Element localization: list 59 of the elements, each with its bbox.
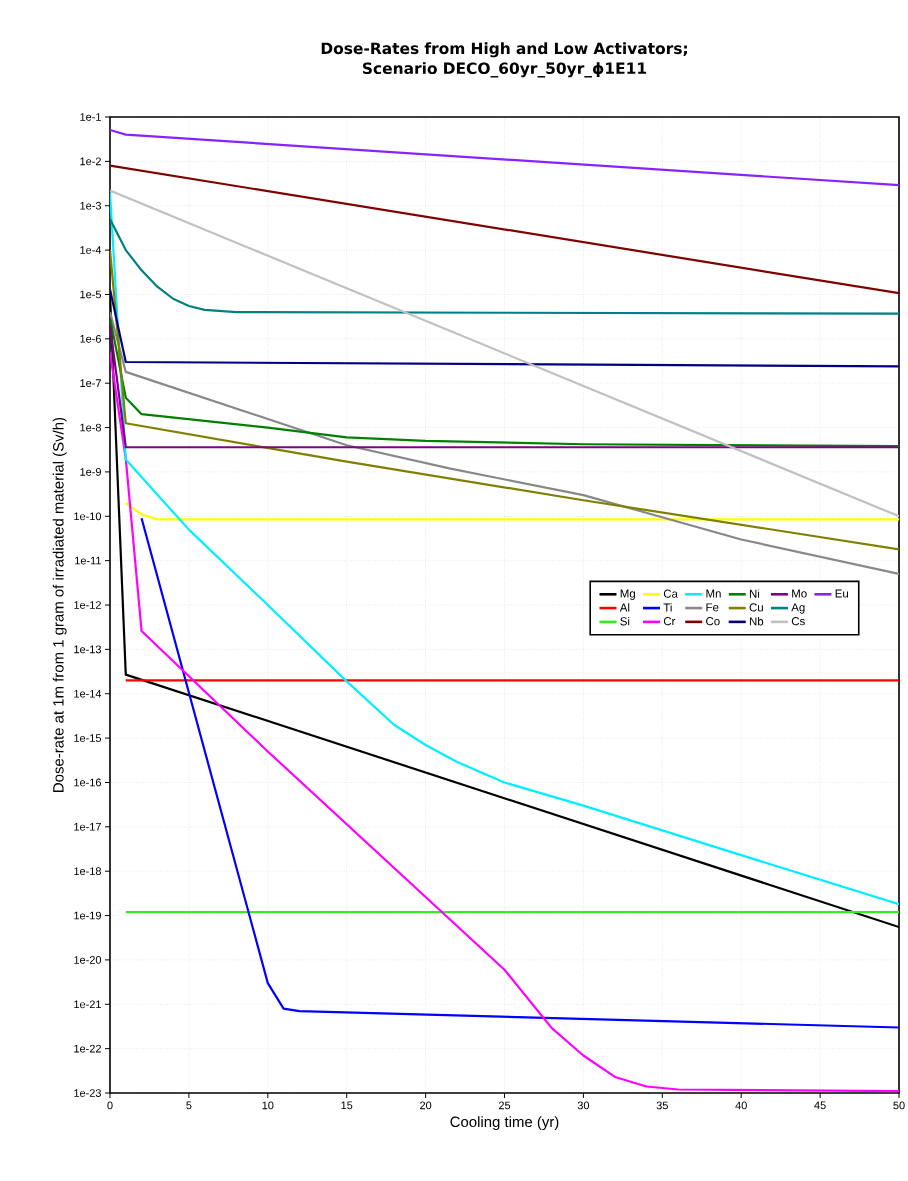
- legend-label: Fe: [706, 603, 719, 612]
- legend-label: Nb: [749, 616, 763, 626]
- x-tick-label: 50: [893, 1101, 905, 1110]
- y-tick-label: 1e-17: [74, 823, 101, 831]
- line-series: [109, 311, 899, 576]
- line-series: [109, 217, 899, 315]
- legend-label: Mg: [620, 589, 635, 600]
- x-tick-label: 15: [341, 1101, 353, 1110]
- y-tick-label: 1e-10: [74, 512, 101, 521]
- chart-title: Dose-Rates from High and Low Activators; Scenario DECO_60yr_50yr_ϕ1E11: [321, 42, 687, 78]
- x-tick-label: 25: [498, 1101, 510, 1110]
- y-tick-label: 1e-14: [74, 689, 101, 698]
- y-tick-label: 1e-16: [74, 778, 101, 787]
- y-tick-label: 1e-6: [80, 334, 101, 343]
- y-tick-label: 1e-7: [80, 379, 101, 388]
- y-tick-label: 1e-5: [80, 290, 101, 299]
- y-tick-label: 1e-11: [74, 556, 101, 565]
- legend-label: Ca: [663, 589, 678, 598]
- y-tick-label: 1e-20: [74, 956, 101, 964]
- y-tick-label: 1e-22: [74, 1044, 101, 1053]
- x-tick-label: 5: [186, 1101, 192, 1110]
- legend-label: Ag: [791, 603, 805, 614]
- x-tick-label: 35: [656, 1101, 668, 1110]
- y-tick-label: 1e-1: [80, 113, 101, 121]
- line-series: [109, 191, 899, 906]
- y-tick-label: 1e-3: [80, 201, 101, 210]
- legend-label: Cu: [749, 603, 763, 612]
- y-tick-label: 1e-21: [74, 1000, 101, 1009]
- y-tick-label: 1e-15: [74, 734, 101, 742]
- legend-label: Mn: [706, 589, 721, 598]
- legend-label: Ti: [663, 603, 672, 612]
- x-tick-label: 0: [107, 1101, 113, 1110]
- y-tick-label: 1e-23: [74, 1089, 101, 1097]
- line-series: [109, 351, 899, 1093]
- y-tick-label: 1e-9: [80, 468, 101, 476]
- legend-label: Cs: [791, 617, 805, 626]
- y-axis-title: Dose-rate at 1m from 1 gram of irradiated material (Sv/h): [52, 417, 67, 792]
- x-tick-label: 30: [577, 1101, 589, 1110]
- x-tick-label: 45: [814, 1101, 826, 1110]
- x-axis-title: Cooling time (yr): [450, 1116, 559, 1131]
- y-tick-label: 1e-19: [74, 911, 101, 920]
- legend-label: Mo: [791, 589, 807, 598]
- x-tick-label: 40: [735, 1101, 747, 1110]
- x-tick-label: 20: [419, 1101, 432, 1110]
- y-tick-label: 1e-2: [80, 157, 101, 166]
- legend-label: Cr: [663, 617, 675, 626]
- legend-label: Ni: [749, 589, 759, 598]
- y-tick-label: 1e-8: [80, 423, 101, 432]
- legend-label: Si: [620, 616, 629, 626]
- legend-label: Co: [705, 617, 720, 626]
- legend-label: Al: [619, 603, 630, 612]
- y-tick-label: 1e-13: [74, 645, 101, 654]
- legend-label: Eu: [835, 589, 848, 598]
- y-tick-label: 1e-12: [74, 601, 101, 609]
- x-tick-label: 10: [262, 1101, 274, 1110]
- line-series: [109, 249, 899, 551]
- y-tick-label: 1e-4: [80, 246, 101, 254]
- line-series: [140, 517, 899, 1029]
- y-tick-label: 1e-18: [74, 867, 101, 876]
